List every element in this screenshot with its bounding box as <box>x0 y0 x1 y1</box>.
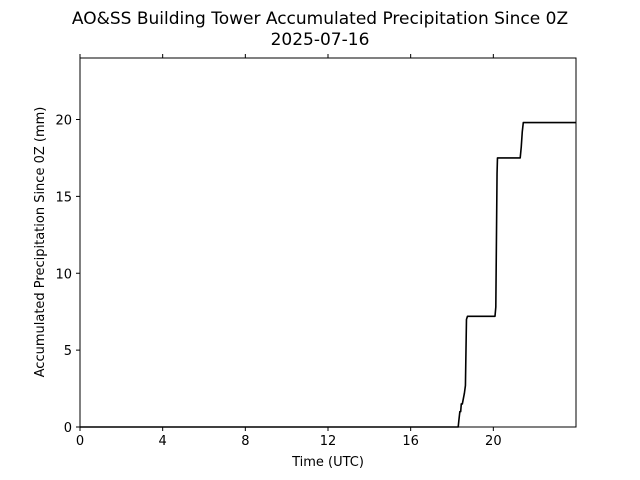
chart-subtitle: 2025-07-16 <box>271 30 370 50</box>
y-tick-label: 15 <box>55 190 72 205</box>
x-tick-label: 20 <box>485 434 502 449</box>
x-tick-label: 16 <box>402 434 419 449</box>
precipitation-series-line <box>80 121 576 428</box>
x-tick-label: 12 <box>320 434 337 449</box>
x-axis-label: Time (UTC) <box>291 455 364 470</box>
y-tick-label: 10 <box>55 267 72 282</box>
y-axis-label: Accumulated Precipitation Since 0Z (mm) <box>33 107 48 378</box>
plot-area <box>80 121 576 428</box>
x-tick-label: 4 <box>159 434 167 449</box>
x-axis: 0 4 8 12 16 20 <box>76 54 502 449</box>
x-tick-label: 8 <box>241 434 249 449</box>
y-tick-label: 0 <box>64 421 72 436</box>
x-tick-label: 0 <box>76 434 84 449</box>
y-tick-label: 5 <box>64 344 72 359</box>
y-axis: 0 5 10 15 20 <box>55 114 80 436</box>
chart-title: AO&SS Building Tower Accumulated Precipi… <box>72 9 568 29</box>
plot-frame <box>79 57 577 428</box>
y-tick-label: 20 <box>55 114 72 129</box>
